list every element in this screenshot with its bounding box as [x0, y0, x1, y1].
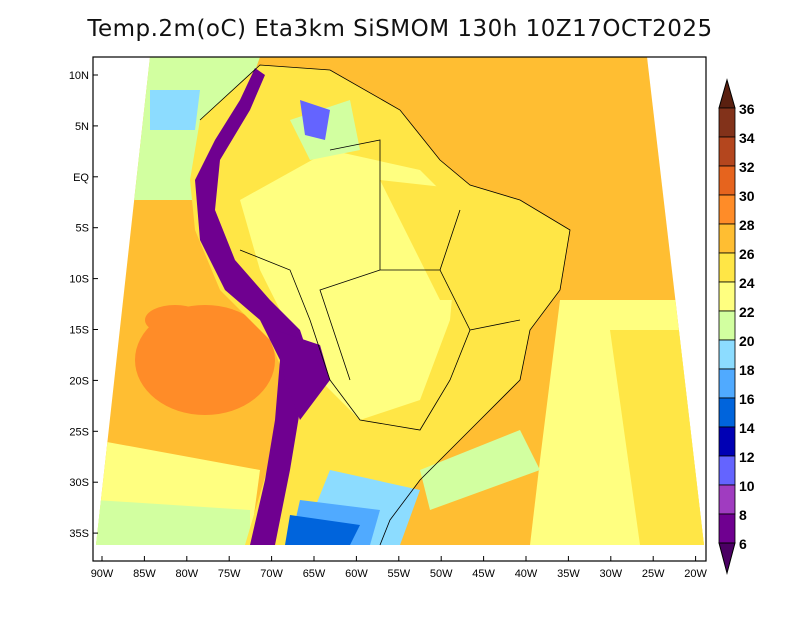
colorbar-segment — [718, 281, 736, 312]
colorbar-segment — [718, 397, 736, 428]
lat-tick-label: 10S — [69, 274, 89, 286]
lon-tick-label: 70W — [260, 568, 283, 580]
colorbar-label: 28 — [739, 217, 755, 233]
colorbar-segment — [718, 339, 736, 370]
borders — [199, 64, 571, 546]
longitude-axis: 90W 85W 80W 75W 70W 65W 60W 55W 50W 45W 40W 35W 30W 2… — [91, 556, 708, 580]
colorbar-label: 36 — [739, 101, 755, 117]
colorbar-label: 34 — [739, 130, 755, 146]
lon-tick-label: 20W — [684, 568, 707, 580]
lat-tick-label: 20S — [69, 375, 89, 387]
map-frame — [92, 56, 707, 562]
colorbar-bottom-arrow — [718, 542, 736, 575]
lon-tick-label: 55W — [387, 568, 410, 580]
colorbar-label: 8 — [739, 507, 747, 523]
colorbar-label: 20 — [739, 333, 755, 349]
colorbar-segment — [718, 426, 736, 457]
colorbar-segment — [718, 455, 736, 486]
lon-tick-label: 90W — [91, 568, 114, 580]
colorbar-label: 10 — [739, 478, 755, 494]
lon-tick-label: 85W — [133, 568, 156, 580]
colorbar-label: 18 — [739, 362, 755, 378]
colorbar-segment — [718, 310, 736, 341]
lat-tick-label: 25S — [69, 426, 89, 438]
latitude-axis: 10N 5N EQ 5S 10S 15S 20S 25S 30S 35S — [69, 70, 98, 540]
colorbar-label: 22 — [739, 304, 755, 320]
colorbar-segment — [718, 252, 736, 283]
chart-title: Temp.2m(oC) Eta3km SiSMOM 130h 10Z17OCT2… — [87, 16, 713, 42]
lat-tick-label: 15S — [69, 325, 89, 337]
lat-tick-label: 30S — [69, 477, 89, 489]
colorbar-label: 12 — [739, 449, 755, 465]
lon-tick-label: 25W — [642, 568, 665, 580]
colorbar-segment — [718, 368, 736, 399]
lon-tick-label: 35W — [557, 568, 580, 580]
colorbar-segment — [718, 484, 736, 515]
temperature-field — [96, 57, 704, 545]
lat-tick-label: 10N — [69, 70, 89, 82]
colorbar-label: 16 — [739, 391, 755, 407]
lat-tick-label: EQ — [73, 172, 89, 184]
lon-tick-label: 40W — [515, 568, 538, 580]
andes-cold-region — [195, 68, 310, 545]
colorbar-segment — [718, 223, 736, 254]
lat-tick-label: 35S — [69, 528, 89, 540]
lon-tick-label: 65W — [303, 568, 326, 580]
colorbar-segment — [718, 107, 736, 138]
lon-tick-label: 60W — [345, 568, 368, 580]
lon-tick-label: 45W — [472, 568, 495, 580]
colorbar-label: 24 — [739, 275, 755, 291]
colorbar-label: 30 — [739, 188, 755, 204]
lon-tick-label: 75W — [218, 568, 241, 580]
colorbar-segment — [718, 513, 736, 544]
colorbar-segment — [718, 136, 736, 167]
colorbar-top-arrow — [718, 78, 736, 109]
lat-tick-label: 5N — [75, 121, 89, 133]
colorbar: 36 34 32 30 28 26 24 22 20 18 16 14 12 10 8 6 — [718, 78, 755, 575]
lon-tick-label: 50W — [430, 568, 453, 580]
colorbar-segment — [718, 194, 736, 225]
colorbar-segment — [718, 165, 736, 196]
colorbar-label: 32 — [739, 159, 755, 175]
colorbar-label: 6 — [739, 536, 747, 552]
lon-tick-label: 30W — [599, 568, 622, 580]
colorbar-label: 14 — [739, 420, 755, 436]
colorbar-label: 26 — [739, 246, 755, 262]
lon-tick-label: 80W — [175, 568, 198, 580]
lat-tick-label: 5S — [76, 223, 89, 235]
